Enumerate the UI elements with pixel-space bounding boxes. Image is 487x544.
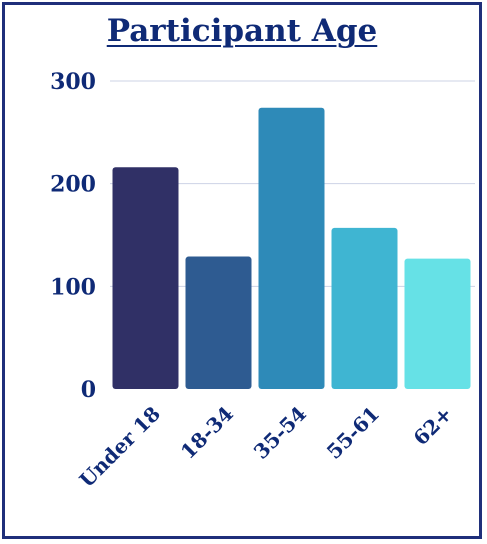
chart-title: Participant Age [106, 13, 378, 49]
bar-18-34 [185, 256, 252, 389]
x-tick-label-3: 55-61 [322, 402, 384, 464]
bar-under-18 [112, 167, 179, 389]
bar-35-54 [258, 107, 325, 390]
y-tick-label-100: 100 [50, 274, 96, 300]
x-tick-label-0: Under 18 [75, 402, 166, 493]
bar-55-61 [331, 227, 398, 389]
y-tick-label-0: 0 [81, 377, 96, 403]
x-tick-label-1: 18-34 [176, 402, 238, 464]
y-tick-label-200: 200 [50, 172, 96, 198]
x-tick-label-2: 35-54 [249, 402, 311, 464]
bar-62- [404, 258, 471, 389]
y-tick-label-300: 300 [50, 69, 96, 95]
x-tick-label-4: 62+ [409, 402, 458, 451]
